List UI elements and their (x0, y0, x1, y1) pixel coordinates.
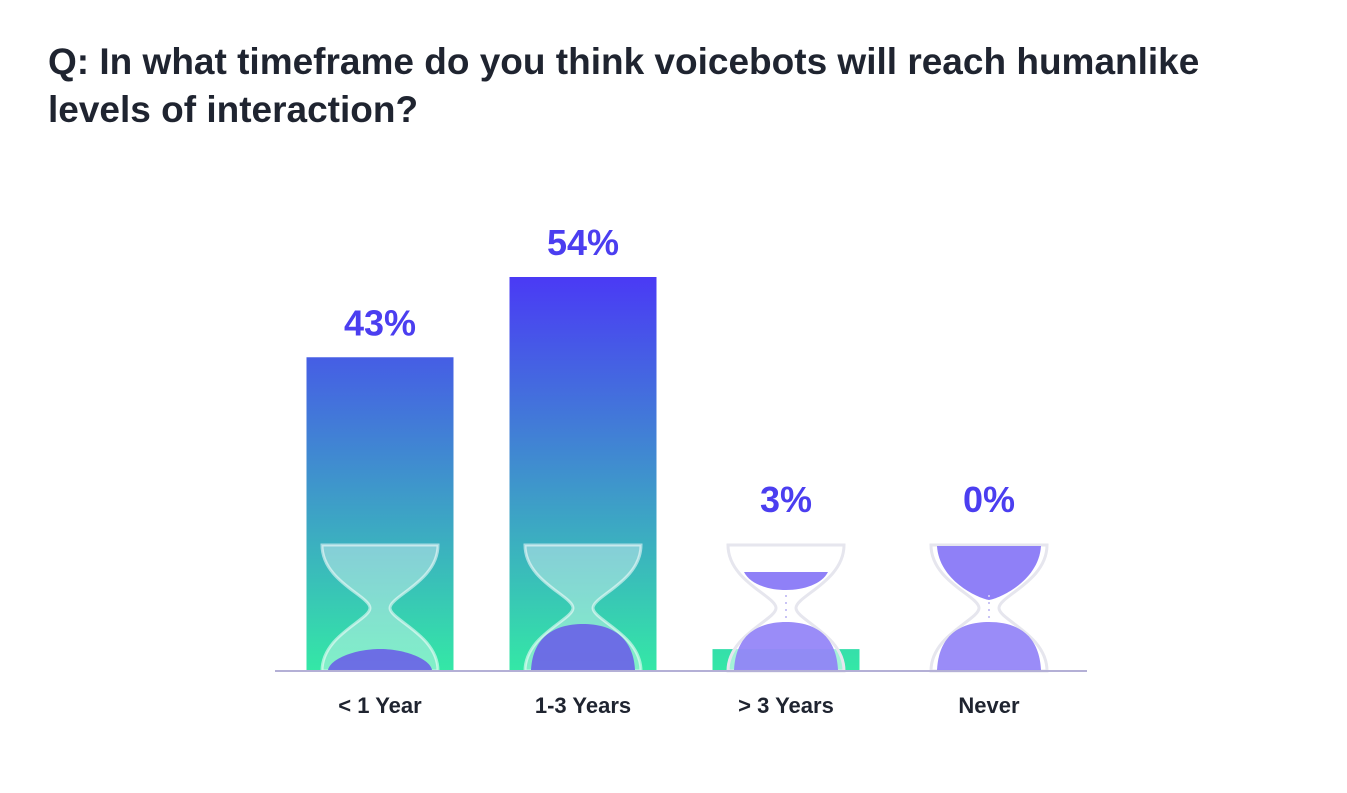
bar (306, 357, 454, 671)
value-label: 54% (547, 222, 619, 263)
hourglass-sand-bottom (328, 649, 432, 670)
hourglass-layer (320, 543, 1049, 673)
hourglass-sand-top (744, 572, 828, 590)
chart-title: Q: In what timeframe do you think voiceb… (48, 41, 1200, 130)
category-label: < 1 Year (338, 693, 422, 718)
value-label: 3% (760, 479, 812, 520)
hourglass-sand-bottom (937, 622, 1041, 670)
category-label: 1-3 Years (535, 693, 631, 718)
category-label: Never (958, 693, 1020, 718)
hourglass-sand-bottom (531, 624, 635, 670)
category-labels-layer: < 1 Year 1-3 Years > 3 Years Never (338, 693, 1020, 718)
value-label: 0% (963, 479, 1015, 520)
bar (509, 277, 657, 671)
hourglass-sand-top (937, 546, 1041, 600)
hourglass-icon (726, 543, 846, 673)
hourglass-sand-bottom (734, 622, 838, 670)
value-labels-layer: 43% 54% 3% 0% (344, 222, 1015, 520)
hourglass-icon (320, 543, 440, 673)
value-label: 43% (344, 302, 416, 343)
hourglass-icon (929, 543, 1049, 673)
category-label: > 3 Years (738, 693, 834, 718)
